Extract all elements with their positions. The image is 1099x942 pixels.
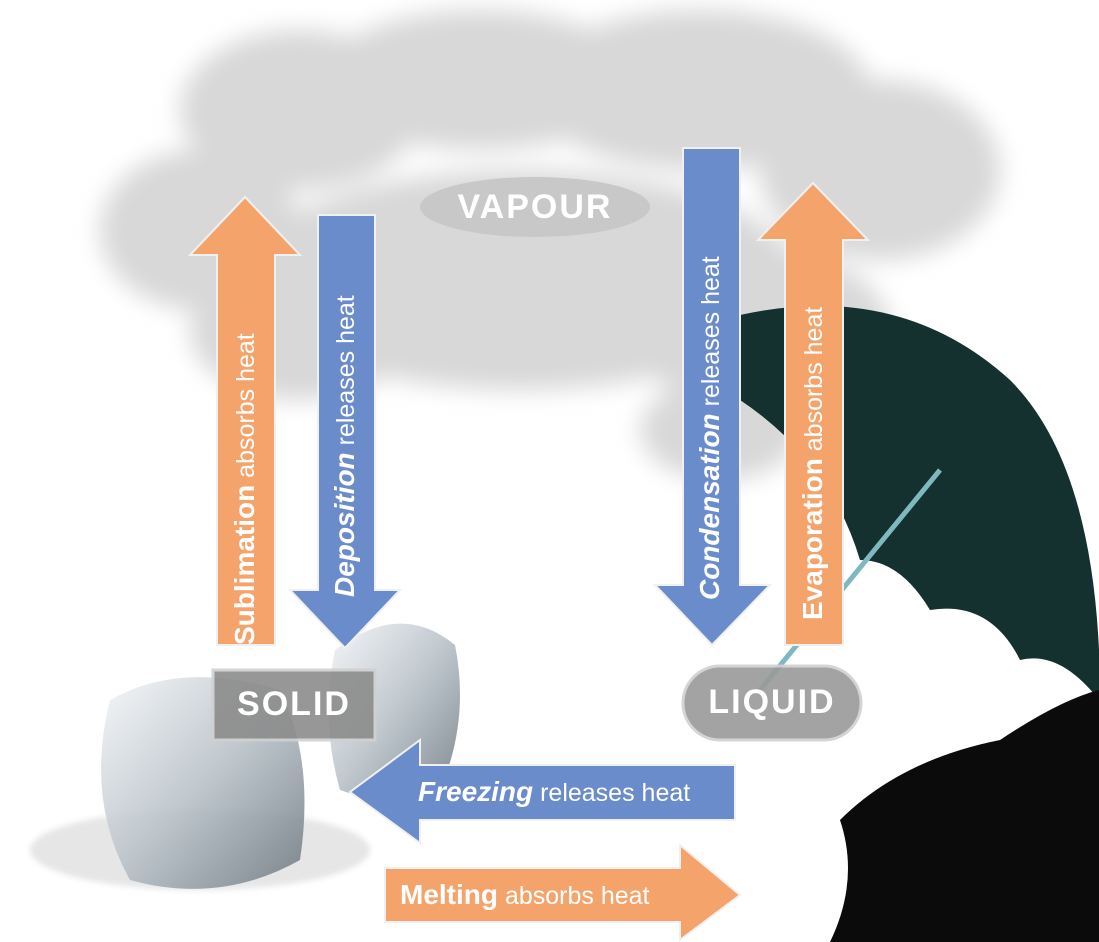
process: Deposition [329, 452, 360, 597]
arrow-label: Condensation releases heat [694, 256, 725, 600]
effect: absorbs heat [232, 333, 260, 478]
arrow-label: Freezing releases heat [418, 776, 690, 807]
effect: releases heat [697, 256, 725, 406]
effect: releases heat [332, 295, 360, 445]
state-label: SOLID [237, 685, 351, 723]
process: Evaporation [797, 458, 828, 620]
ice-cubes [30, 624, 460, 890]
arrow-label: Deposition releases heat [329, 295, 360, 597]
arrow-label: Melting absorbs heat [400, 879, 650, 910]
effect: releases heat [540, 779, 690, 807]
diagram: VAPOUR Sublimation absorbs heat Depositi… [0, 0, 1099, 942]
arrow-label: Evaporation absorbs heat [797, 307, 828, 620]
process: Freezing [418, 776, 533, 807]
effect: absorbs heat [505, 882, 650, 910]
process: Condensation [694, 413, 725, 600]
process: Sublimation [229, 485, 260, 645]
effect: absorbs heat [800, 307, 828, 452]
arrow-label: Sublimation absorbs heat [229, 333, 260, 645]
process: Melting [400, 879, 498, 910]
state-label: VAPOUR [458, 188, 613, 226]
water [830, 690, 1099, 942]
state-label: LIQUID [708, 683, 835, 721]
